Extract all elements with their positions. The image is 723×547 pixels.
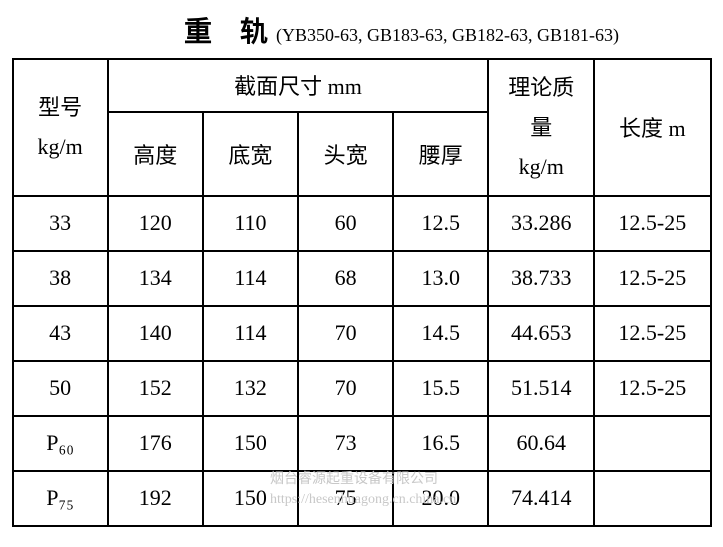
rail-spec-table: 型号 kg/m 截面尺寸 mm 理论质 量 kg/m 长度 m 高度 底宽 头宽… bbox=[12, 58, 712, 527]
cell-head-width: 60 bbox=[298, 196, 393, 251]
table-row: P₇₅ 192 150 75 20.0 74.414 bbox=[13, 471, 711, 526]
col-length: 长度 m bbox=[594, 59, 710, 196]
title-row: 重轨 (YB350-63, GB183-63, GB182-63, GB181-… bbox=[10, 10, 713, 50]
cell-height: 120 bbox=[108, 196, 203, 251]
cell-web-thick: 20.0 bbox=[393, 471, 488, 526]
col-section-group: 截面尺寸 mm bbox=[108, 59, 489, 112]
cell-length bbox=[594, 416, 710, 471]
col-mass: 理论质 量 kg/m bbox=[488, 59, 594, 196]
table-row: P₆₀ 176 150 73 16.5 60.64 bbox=[13, 416, 711, 471]
cell-length bbox=[594, 471, 710, 526]
cell-head-width: 70 bbox=[298, 306, 393, 361]
cell-length: 12.5-25 bbox=[594, 251, 710, 306]
cell-web-thick: 16.5 bbox=[393, 416, 488, 471]
cell-height: 192 bbox=[108, 471, 203, 526]
table-row: 50 152 132 70 15.5 51.514 12.5-25 bbox=[13, 361, 711, 416]
table-body: 33 120 110 60 12.5 33.286 12.5-25 38 134… bbox=[13, 196, 711, 526]
cell-base-width: 150 bbox=[203, 471, 298, 526]
cell-head-width: 73 bbox=[298, 416, 393, 471]
cell-web-thick: 15.5 bbox=[393, 361, 488, 416]
cell-model: 38 bbox=[13, 251, 108, 306]
cell-mass: 74.414 bbox=[488, 471, 594, 526]
cell-mass: 38.733 bbox=[488, 251, 594, 306]
title-standards: (YB350-63, GB183-63, GB182-63, GB181-63) bbox=[276, 25, 619, 46]
model-label-2: kg/m bbox=[18, 127, 103, 167]
table-row: 33 120 110 60 12.5 33.286 12.5-25 bbox=[13, 196, 711, 251]
mass-label-3: kg/m bbox=[493, 147, 589, 187]
table-row: 38 134 114 68 13.0 38.733 12.5-25 bbox=[13, 251, 711, 306]
col-head-width: 头宽 bbox=[298, 112, 393, 196]
cell-height: 176 bbox=[108, 416, 203, 471]
cell-length: 12.5-25 bbox=[594, 196, 710, 251]
cell-base-width: 114 bbox=[203, 306, 298, 361]
col-height: 高度 bbox=[108, 112, 203, 196]
cell-mass: 33.286 bbox=[488, 196, 594, 251]
model-label-1: 型号 bbox=[18, 88, 103, 128]
col-web-thick: 腰厚 bbox=[393, 112, 488, 196]
mass-label-1: 理论质 bbox=[493, 68, 589, 108]
cell-model: 33 bbox=[13, 196, 108, 251]
cell-head-width: 68 bbox=[298, 251, 393, 306]
cell-web-thick: 12.5 bbox=[393, 196, 488, 251]
cell-mass: 60.64 bbox=[488, 416, 594, 471]
cell-height: 134 bbox=[108, 251, 203, 306]
table-row: 43 140 114 70 14.5 44.653 12.5-25 bbox=[13, 306, 711, 361]
cell-model: P₆₀ bbox=[13, 416, 108, 471]
cell-base-width: 114 bbox=[203, 251, 298, 306]
cell-height: 140 bbox=[108, 306, 203, 361]
cell-web-thick: 14.5 bbox=[393, 306, 488, 361]
cell-length: 12.5-25 bbox=[594, 361, 710, 416]
cell-mass: 44.653 bbox=[488, 306, 594, 361]
mass-label-2: 量 bbox=[493, 108, 589, 148]
cell-model: 50 bbox=[13, 361, 108, 416]
cell-base-width: 150 bbox=[203, 416, 298, 471]
cell-height: 152 bbox=[108, 361, 203, 416]
cell-length: 12.5-25 bbox=[594, 306, 710, 361]
cell-mass: 51.514 bbox=[488, 361, 594, 416]
cell-base-width: 132 bbox=[203, 361, 298, 416]
cell-web-thick: 13.0 bbox=[393, 251, 488, 306]
cell-model: P₇₅ bbox=[13, 471, 108, 526]
cell-base-width: 110 bbox=[203, 196, 298, 251]
cell-head-width: 70 bbox=[298, 361, 393, 416]
cell-model: 43 bbox=[13, 306, 108, 361]
col-model: 型号 kg/m bbox=[13, 59, 108, 196]
col-base-width: 底宽 bbox=[203, 112, 298, 196]
cell-head-width: 75 bbox=[298, 471, 393, 526]
